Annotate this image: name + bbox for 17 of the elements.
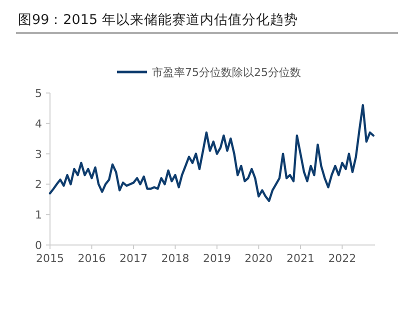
y-tick-label: 5	[35, 87, 42, 100]
x-tick-label: 2020	[244, 252, 273, 265]
x-tick-label: 2018	[161, 252, 190, 265]
y-tick-label: 3	[35, 148, 42, 161]
y-tick-label: 0	[35, 239, 42, 252]
x-tick-label: 2019	[202, 252, 231, 265]
x-tick-label: 2021	[286, 252, 314, 265]
y-tick-label: 2	[35, 178, 42, 192]
x-tick-label: 2017	[120, 252, 148, 265]
legend-label: 市盈率75分位数除以25分位数	[152, 66, 301, 79]
y-tick-label: 1	[35, 208, 42, 222]
x-tick-label: 2016	[78, 252, 106, 265]
y-tick-label: 4	[35, 117, 42, 130]
x-tick-label: 2015	[36, 252, 64, 265]
x-tick-label: 2022	[328, 252, 356, 265]
line-series	[48, 104, 374, 202]
chart-title: 图99：2015 年以来储能赛道内估值分化趋势	[18, 12, 298, 28]
